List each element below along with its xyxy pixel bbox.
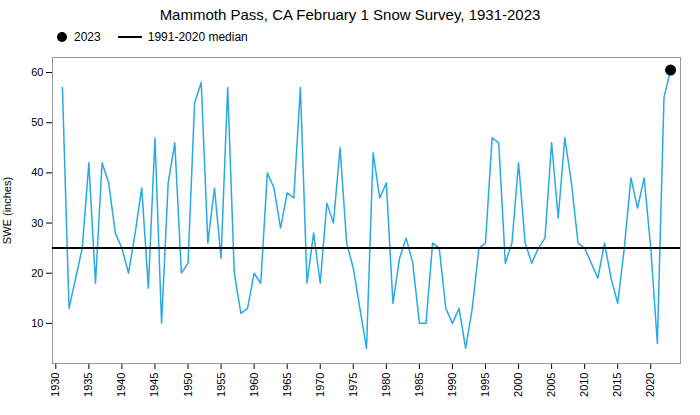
svg-text:1990: 1990 bbox=[446, 373, 458, 397]
svg-text:1980: 1980 bbox=[380, 373, 392, 397]
html-text:1991-2020 median: 1991-2020 median bbox=[147, 30, 248, 44]
svg-text:1965: 1965 bbox=[281, 373, 293, 397]
svg-text:1930: 1930 bbox=[49, 373, 61, 397]
svg-text:2015: 2015 bbox=[611, 373, 623, 397]
svg-text:60: 60 bbox=[31, 66, 43, 78]
svg-text:1940: 1940 bbox=[115, 373, 127, 397]
svg-text:1995: 1995 bbox=[479, 373, 491, 397]
svg-text:1970: 1970 bbox=[314, 373, 326, 397]
svg-text:10: 10 bbox=[31, 317, 43, 329]
html-text:Mammoth Pass, CA February 1 Sn: Mammoth Pass, CA February 1 Snow Survey,… bbox=[159, 6, 541, 23]
svg-text:40: 40 bbox=[31, 166, 43, 178]
svg-text:2005: 2005 bbox=[545, 373, 557, 397]
svg-text:SWE (inches): SWE (inches) bbox=[1, 177, 13, 244]
svg-text:50: 50 bbox=[31, 116, 43, 128]
svg-text:2020: 2020 bbox=[644, 373, 656, 397]
svg-text:1955: 1955 bbox=[215, 373, 227, 397]
svg-text:1960: 1960 bbox=[248, 373, 260, 397]
svg-text:1935: 1935 bbox=[82, 373, 94, 397]
svg-text:1950: 1950 bbox=[182, 373, 194, 397]
svg-text:1975: 1975 bbox=[347, 373, 359, 397]
svg-text:1945: 1945 bbox=[148, 373, 160, 397]
svg-text:30: 30 bbox=[31, 217, 43, 229]
svg-text:20: 20 bbox=[31, 267, 43, 279]
svg-text:2010: 2010 bbox=[578, 373, 590, 397]
svg-text:2000: 2000 bbox=[512, 373, 524, 397]
html-text:2023: 2023 bbox=[74, 30, 101, 44]
svg-text:1985: 1985 bbox=[413, 373, 425, 397]
